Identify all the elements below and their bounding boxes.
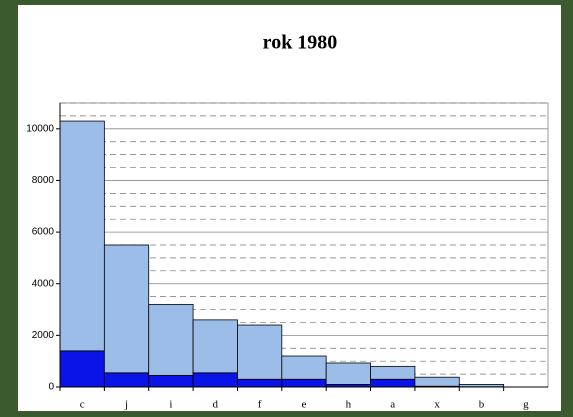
y-tick-label: 2000 (32, 330, 55, 341)
bar-segment (370, 365, 416, 380)
x-tick-label: g (523, 399, 529, 411)
x-tick-label: a (390, 399, 395, 411)
x-tick-label: e (302, 399, 307, 411)
bar-segment (192, 372, 238, 388)
x-tick-label: i (169, 399, 172, 411)
x-tick-label: x (434, 399, 440, 411)
bar-segment (458, 384, 505, 388)
x-tick-label: h (346, 399, 352, 411)
bar-segment (148, 374, 194, 388)
bar-segment (325, 362, 371, 385)
x-tick-label: b (479, 399, 485, 411)
y-tick-label: 6000 (32, 227, 55, 238)
bar-segment (192, 319, 238, 374)
bar-segment (59, 120, 105, 352)
y-tick-label: 0 (48, 382, 54, 393)
bar-segment (237, 378, 283, 388)
chart-title: rok 1980 (263, 32, 338, 54)
x-tick-label: c (80, 399, 85, 411)
bar-segment (103, 244, 150, 374)
bar-segment (148, 303, 194, 376)
x-tick-label: f (258, 399, 262, 411)
bar-segment (59, 350, 105, 388)
y-tick-label: 10000 (26, 123, 54, 134)
bar-segment (414, 376, 460, 387)
y-tick-label: 4000 (32, 278, 55, 289)
x-tick-label: d (213, 399, 219, 411)
bar-segment (370, 378, 416, 388)
bar-segment (281, 355, 327, 380)
bar-segment (281, 378, 327, 388)
x-tick-label: j (124, 399, 128, 411)
y-tick-label: 8000 (32, 175, 55, 186)
bar-segment (237, 324, 283, 380)
bar-segment (103, 372, 150, 388)
